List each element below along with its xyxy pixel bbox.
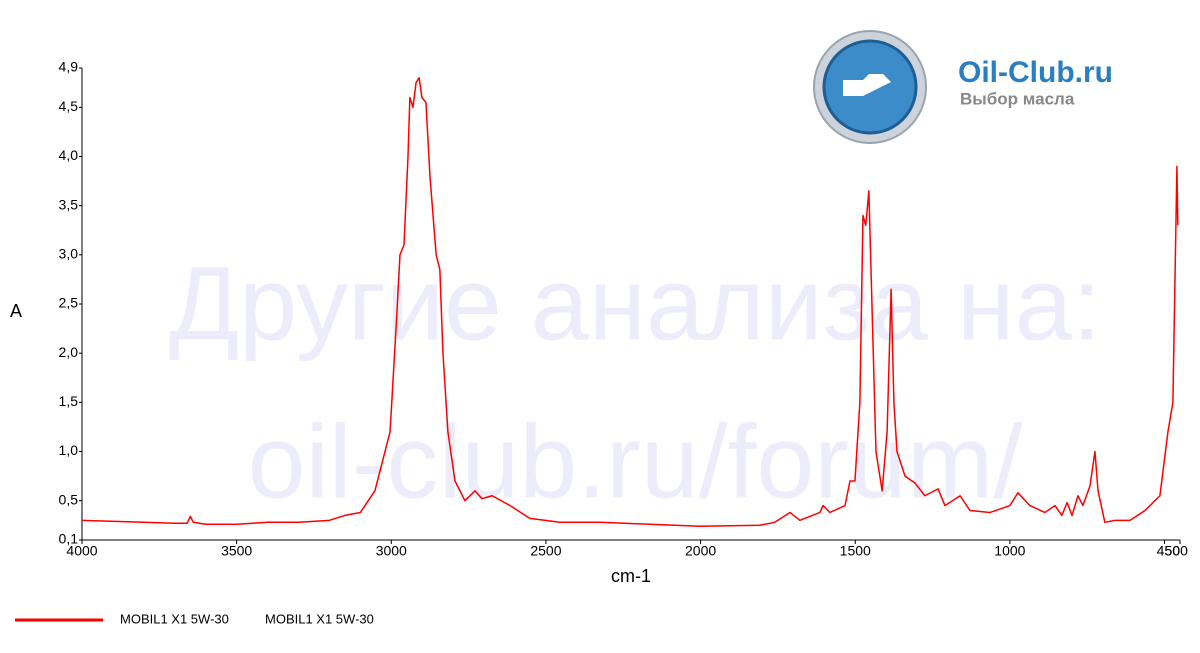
x-tick-label: 3000: [376, 543, 407, 559]
logo-subtitle: Выбор масла: [960, 89, 1075, 108]
y-tick-label: 1,0: [59, 442, 79, 458]
y-tick-label: 4,0: [59, 147, 79, 163]
y-tick-label: 0,1: [59, 531, 79, 547]
x-tick-label: 1000: [994, 543, 1025, 559]
x-tick-label: 2000: [685, 543, 716, 559]
x-tick-label: 1500: [840, 543, 871, 559]
y-tick-label: 0,5: [59, 491, 79, 507]
spectrum-line: [81, 77, 1179, 527]
logo: Oil-Club.ru Выбор масла: [813, 30, 1113, 144]
watermark: Другие анализа на:: [169, 246, 1101, 362]
y-tick-label: 4,5: [59, 98, 79, 114]
x-tick-label: 500: [1165, 543, 1189, 559]
y-tick-label: 1,5: [59, 393, 79, 409]
logo-icon: [843, 74, 891, 96]
y-tick-label: 3,5: [59, 196, 79, 212]
watermark: oil-club.ru/forum/: [248, 404, 1023, 520]
y-axis-label: A: [10, 301, 22, 321]
logo-title: Oil-Club.ru: [958, 56, 1113, 89]
x-tick-label: 3500: [221, 543, 252, 559]
x-tick-label: 450: [1157, 543, 1181, 559]
y-tick-label: 4,9: [59, 59, 79, 75]
legend-label: MOBIL1 X1 5W-30: [265, 611, 374, 626]
x-tick-label: 4000: [66, 543, 97, 559]
y-tick-label: 2,5: [59, 295, 79, 311]
y-tick-label: 2,0: [59, 344, 79, 360]
x-axis-label: cm-1: [611, 566, 651, 586]
y-tick-label: 3,0: [59, 246, 79, 262]
x-tick-label: 2500: [530, 543, 561, 559]
legend-label: MOBIL1 X1 5W-30: [120, 611, 229, 626]
